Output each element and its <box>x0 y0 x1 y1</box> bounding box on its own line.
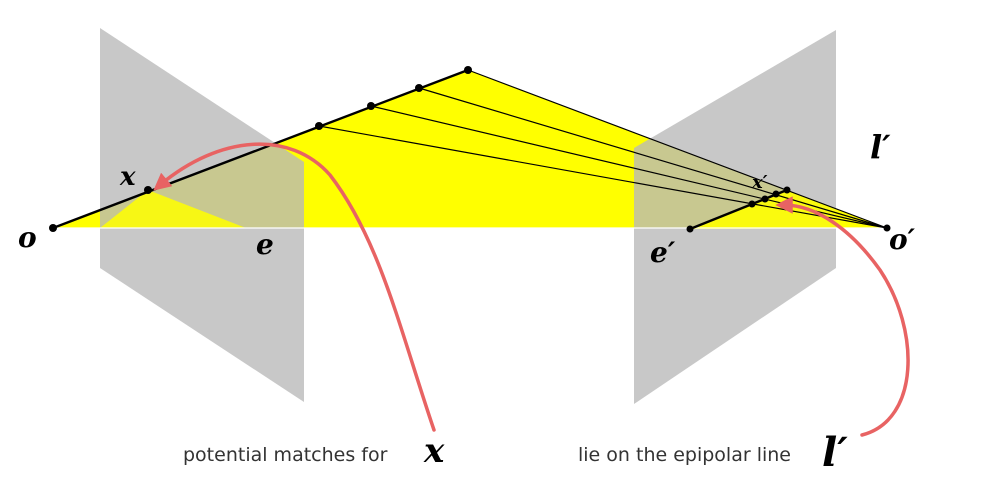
label-x: x <box>119 162 136 192</box>
left-plane-sliver <box>100 190 246 228</box>
ray-o-x <box>52 68 469 230</box>
label-e-prime: e′ <box>650 236 676 269</box>
ray-p4-o-prime <box>467 69 888 229</box>
label-l-prime: l′ <box>870 128 891 166</box>
point-x-prime-3 <box>772 190 780 198</box>
caption-left-symbol: x <box>423 431 445 471</box>
arrow-to-l-prime <box>775 196 910 437</box>
caption-left: potential matches for <box>183 444 388 466</box>
point-3d-4 <box>464 66 472 74</box>
caption-right-symbol: l′ <box>822 429 848 476</box>
arrow-to-x <box>153 142 436 432</box>
point-x-prime-2 <box>761 195 769 203</box>
label-x-prime: x′ <box>751 172 768 193</box>
point-x-prime-1 <box>748 200 756 208</box>
point-o <box>49 224 57 232</box>
label-o: o <box>18 221 37 254</box>
point-3d-3 <box>415 84 423 92</box>
point-e-prime <box>686 225 694 233</box>
label-e: e <box>256 228 274 261</box>
point-x-prime-4 <box>783 186 791 194</box>
point-3d-2 <box>367 102 375 110</box>
point-x <box>144 186 152 194</box>
epipolar-line-l-prime <box>689 188 788 231</box>
label-o-prime: o′ <box>889 223 916 256</box>
ray-p3-o-prime <box>418 87 888 229</box>
point-o-prime <box>883 224 891 232</box>
caption-right: lie on the epipolar line <box>578 444 791 466</box>
point-3d-1 <box>315 122 323 130</box>
